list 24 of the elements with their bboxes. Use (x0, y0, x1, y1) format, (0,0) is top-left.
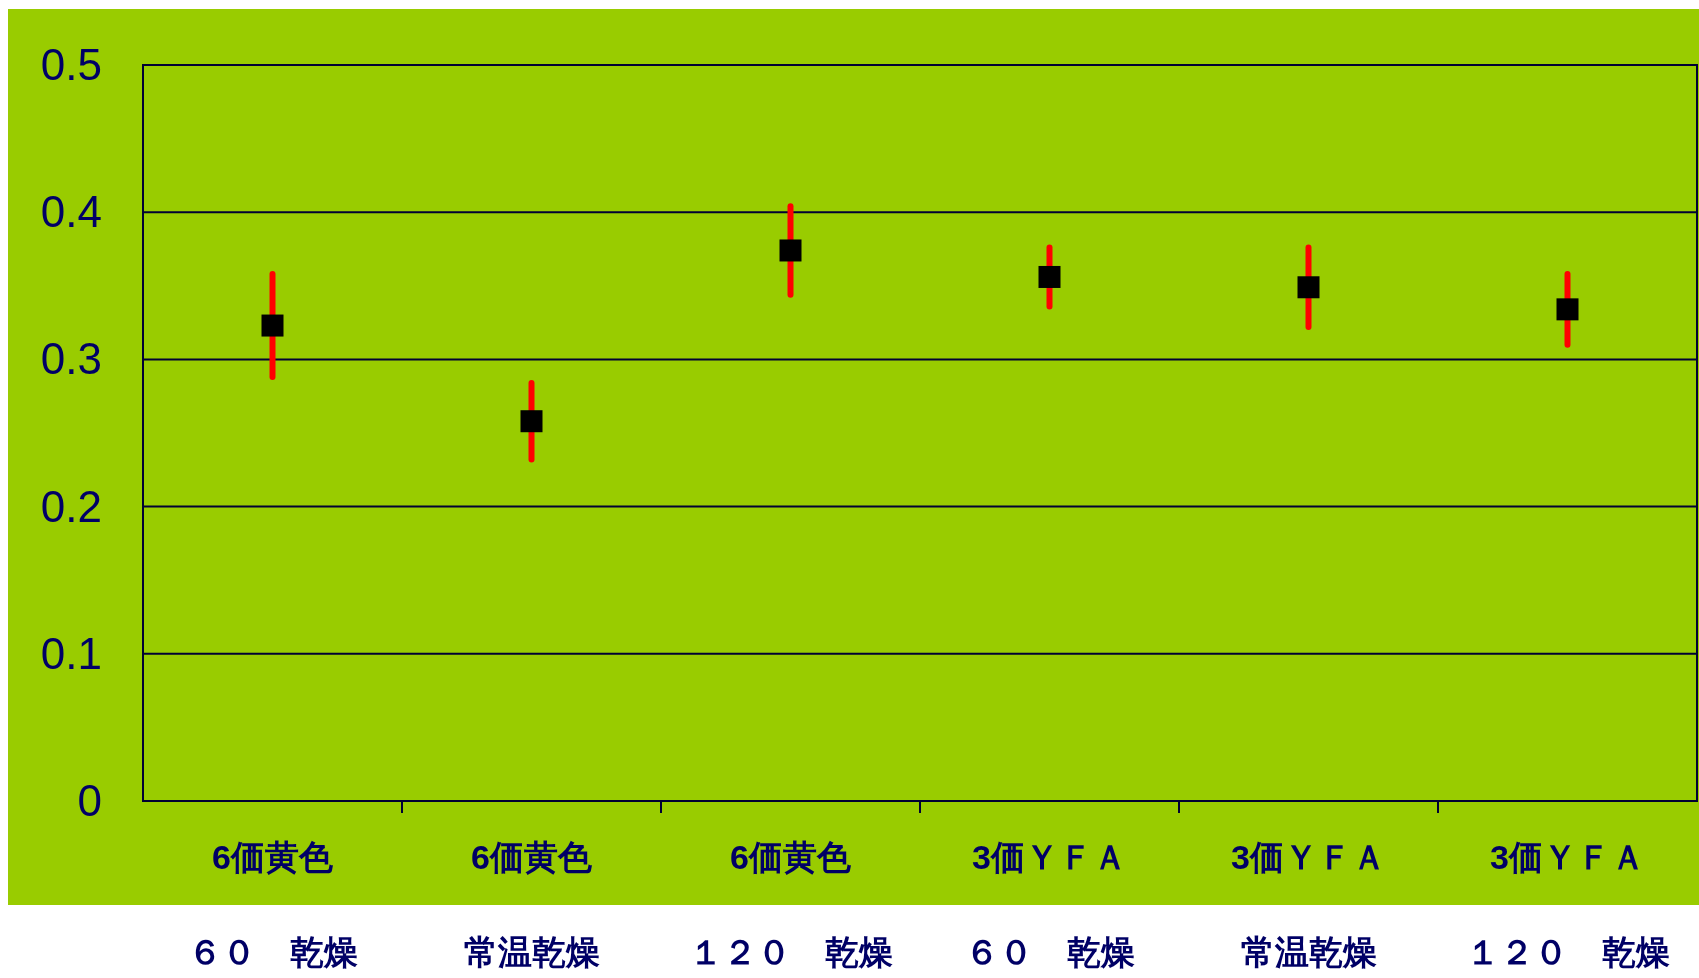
x-tick-label: 3価ＹＦＡ (1490, 838, 1645, 876)
y-tick-label: 0.1 (40, 628, 102, 678)
x-tick-label: 3価ＹＦＡ (1231, 838, 1386, 876)
y-tick-label: 0.3 (40, 334, 102, 384)
y-tick-label: 0.5 (40, 40, 102, 89)
point (1297, 276, 1320, 299)
point (261, 314, 284, 337)
point (1556, 298, 1579, 321)
text: 常温乾燥 (1240, 933, 1377, 971)
text: ６０ 乾燥 (187, 933, 358, 971)
x-tick-label: 6価黄色 (471, 838, 593, 876)
text: 常温乾燥 (463, 933, 600, 971)
x-tick-label: 6価黄色 (212, 838, 334, 876)
point (1038, 265, 1061, 288)
y-tick-label: 0 (77, 776, 102, 825)
x-tick-label: 3価ＹＦＡ (972, 838, 1127, 876)
y-tick-label: 0.4 (40, 187, 102, 237)
text: ６０ 乾燥 (964, 933, 1135, 971)
x-tick-label: 6価黄色 (730, 838, 852, 876)
point (779, 239, 802, 262)
y-tick-label: 0.2 (40, 481, 102, 531)
text: １２０ 乾燥 (1465, 933, 1670, 971)
text: １２０ 乾燥 (688, 933, 893, 971)
point (520, 410, 543, 433)
